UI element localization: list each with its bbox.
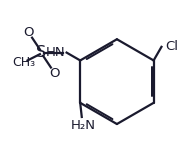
- Text: HN: HN: [46, 46, 66, 59]
- Text: S: S: [36, 45, 47, 60]
- Text: Cl: Cl: [165, 40, 178, 53]
- Text: O: O: [50, 67, 60, 79]
- Text: O: O: [23, 26, 33, 39]
- Text: H₂N: H₂N: [71, 119, 96, 132]
- Text: CH₃: CH₃: [12, 56, 35, 68]
